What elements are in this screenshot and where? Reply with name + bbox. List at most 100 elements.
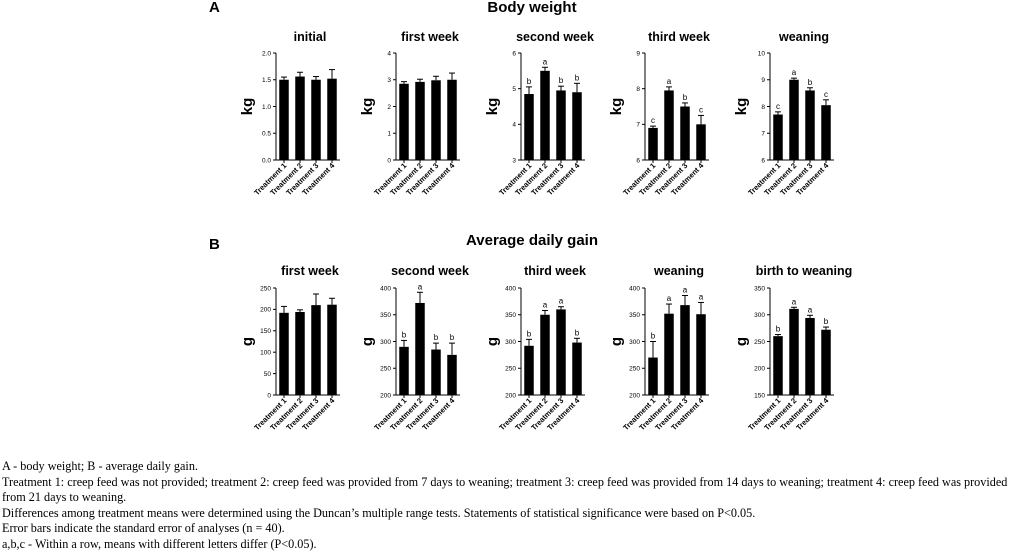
bar [680,305,690,395]
bar [821,329,831,395]
bar [556,90,566,160]
y-tick-label: 7 [761,131,765,138]
bar [415,81,425,160]
bar [540,70,550,160]
figure-caption: A - body weight; B - average daily gain.… [2,459,1024,553]
bar [447,79,457,160]
bar [431,80,441,160]
significance-label: c [824,90,828,99]
bar [295,76,305,160]
y-tick-label: 100 [260,350,271,357]
significance-label: b [402,330,407,339]
chart-b-5: birth to weaningg150200250300350bTreatme… [733,264,852,432]
significance-label: c [651,116,655,125]
y-tick-label: 7 [636,122,640,129]
bar [648,357,658,395]
y-tick-label: 300 [629,339,640,346]
y-tick-label: 4 [512,122,516,129]
bar [295,311,305,395]
y-tick-label: 1.5 [262,77,271,84]
bar [311,79,321,160]
bar [805,317,815,395]
caption-line-legend: A - body weight; B - average daily gain. [2,459,198,473]
significance-label: a [792,68,797,77]
y-tick-label: 0.0 [262,157,271,164]
chart-title: weaning [653,264,704,278]
bar [540,314,550,395]
bar [399,83,409,160]
y-tick-label: 1.0 [262,104,271,111]
y-tick-label: 400 [629,285,640,292]
y-tick-label: 9 [761,77,765,84]
y-tick-label: 350 [505,312,516,319]
bar [572,92,582,160]
figure: A Body weight B Average daily gain initi… [209,0,852,432]
y-axis-label: g [359,337,376,346]
bar [648,127,658,160]
significance-label: b [559,76,564,85]
y-tick-label: 8 [636,86,640,93]
significance-label: b [776,325,781,334]
bar [556,309,566,395]
y-axis-label: kg [239,98,256,116]
significance-label: a [667,77,672,86]
y-tick-label: 400 [380,285,391,292]
y-tick-label: 300 [380,339,391,346]
significance-label: b [527,329,532,338]
caption-line-letters: a,b,c - Within a row, means with differe… [2,536,317,551]
panel-letter-b: B [209,236,220,253]
bar [773,336,783,395]
y-axis-label: g [239,337,256,346]
bar [327,304,337,395]
y-tick-label: 0.5 [262,131,271,138]
chart-title: weaning [778,30,829,44]
y-tick-label: 0 [267,392,271,399]
bar [415,302,425,395]
y-tick-label: 200 [505,392,516,399]
y-tick-label: 10 [758,50,766,57]
y-tick-label: 6 [512,50,516,57]
y-tick-label: 250 [260,285,271,292]
y-tick-label: 200 [380,392,391,399]
bar [789,308,799,395]
caption-line-error-bars: Error bars indicate the standard error o… [2,521,285,536]
significance-label: a [543,57,548,66]
y-axis-label: kg [359,98,376,116]
y-tick-label: 3 [512,157,516,164]
y-tick-label: 200 [260,307,271,314]
chart-title: second week [391,264,469,278]
y-tick-label: 300 [505,339,516,346]
bar [399,346,409,395]
chart-title: second week [516,30,594,44]
y-tick-label: 150 [754,392,765,399]
y-tick-label: 6 [636,157,640,164]
y-tick-label: 400 [505,285,516,292]
panel-letter-a: A [209,0,220,16]
significance-label: b [824,317,829,326]
significance-label: b [575,73,580,82]
y-tick-label: 2.0 [262,50,271,57]
bar [789,79,799,160]
significance-label: c [699,105,703,114]
chart-title: third week [648,30,710,44]
caption-line-method: Differences among treatment means were d… [2,505,756,520]
y-tick-label: 350 [380,312,391,319]
significance-label: b [808,78,813,87]
bar [311,305,321,395]
significance-label: b [575,328,580,337]
bar [664,313,674,395]
y-tick-label: 3 [387,77,391,84]
bar [524,345,534,395]
chart-title: third week [524,264,586,278]
bar [279,79,289,160]
bar [279,312,289,395]
y-tick-label: 250 [754,339,765,346]
significance-label: a [808,305,813,314]
